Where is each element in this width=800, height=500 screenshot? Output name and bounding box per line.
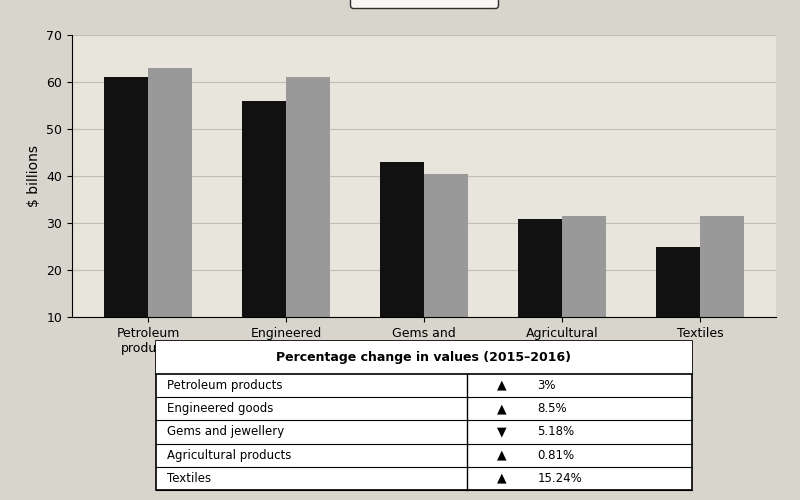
Bar xyxy=(518,218,562,364)
Text: ▼: ▼ xyxy=(497,426,507,438)
Text: Engineered goods: Engineered goods xyxy=(167,402,274,415)
Bar xyxy=(656,247,700,364)
Text: Textiles: Textiles xyxy=(167,472,211,485)
Bar xyxy=(286,78,330,364)
Text: 15.24%: 15.24% xyxy=(538,472,582,485)
X-axis label: Product Category: Product Category xyxy=(349,361,499,376)
Bar xyxy=(562,216,606,364)
Text: 5.18%: 5.18% xyxy=(538,426,574,438)
Bar xyxy=(700,216,744,364)
Bar xyxy=(424,174,468,364)
Legend: 2015, 2016: 2015, 2016 xyxy=(350,0,498,8)
Text: 8.5%: 8.5% xyxy=(538,402,567,415)
Text: Agricultural products: Agricultural products xyxy=(167,448,291,462)
Text: Petroleum products: Petroleum products xyxy=(167,379,282,392)
Text: ▲: ▲ xyxy=(497,402,507,415)
FancyBboxPatch shape xyxy=(157,342,691,490)
Y-axis label: $ billions: $ billions xyxy=(26,145,41,207)
FancyBboxPatch shape xyxy=(157,342,691,374)
Text: ▲: ▲ xyxy=(497,448,507,462)
Bar xyxy=(148,68,192,364)
Text: 3%: 3% xyxy=(538,379,556,392)
Text: Percentage change in values (2015–2016): Percentage change in values (2015–2016) xyxy=(277,351,571,364)
Text: ▲: ▲ xyxy=(497,379,507,392)
Text: Gems and jewellery: Gems and jewellery xyxy=(167,426,284,438)
Bar xyxy=(242,101,286,364)
Text: 0.81%: 0.81% xyxy=(538,448,574,462)
Text: ▲: ▲ xyxy=(497,472,507,485)
Bar xyxy=(104,78,148,364)
Bar xyxy=(380,162,424,364)
